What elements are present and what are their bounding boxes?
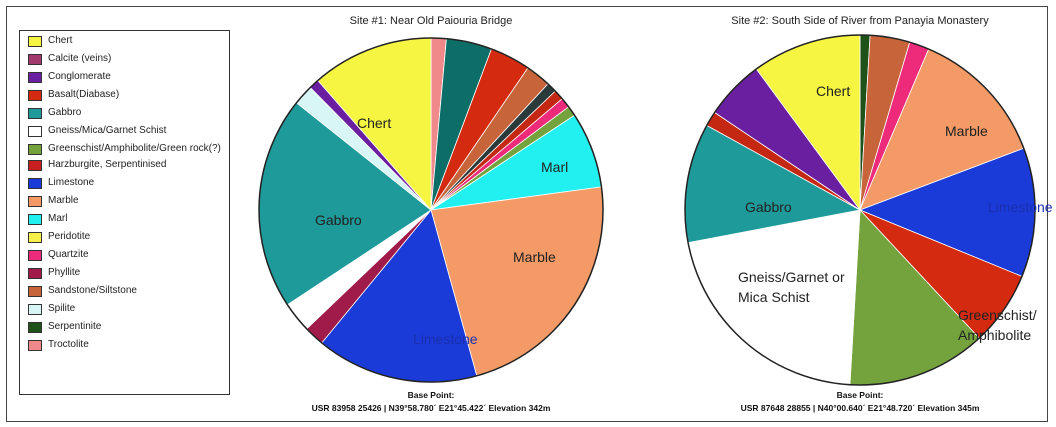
pie-outline (258, 37, 604, 383)
legend-swatch (28, 268, 42, 279)
legend-swatch (28, 108, 42, 119)
legend-item: Peridotite (28, 231, 229, 243)
legend-swatch (28, 322, 42, 333)
legend-label: Marl (48, 213, 68, 224)
legend-item: Phyllite (28, 267, 229, 279)
slice-label-line: Marble (945, 123, 988, 139)
legend-item: Conglomerate (28, 71, 229, 83)
legend-label: Serpentinite (48, 321, 102, 332)
legend-swatch (28, 304, 42, 315)
legend-item: Troctolite (28, 339, 229, 351)
legend-label: Spilite (48, 303, 76, 314)
legend-swatch (28, 160, 42, 171)
legend-item: Chert (28, 35, 229, 47)
slice-label-gabbro: Gabbro (745, 199, 792, 215)
legend-label: Conglomerate (48, 71, 111, 82)
legend-swatch (28, 36, 42, 47)
legend-label: Sandstone/Siltstone (48, 285, 137, 296)
legend-item: Marble (28, 195, 229, 207)
base-point-label-site-2: Base Point: (837, 390, 884, 400)
slice-label-line: Greenschist/ (958, 307, 1037, 323)
legend-swatch (28, 196, 42, 207)
slice-label-marble: Marble (945, 123, 988, 139)
legend-item: Harzburgite, Serpentinised (28, 159, 229, 171)
slice-label-greenschist-amphibolite-green-rock-: Greenschist/Amphibolite (958, 307, 1037, 343)
legend-item: Calcite (veins) (28, 53, 229, 65)
slice-label-line: Marl (541, 159, 568, 175)
slice-label-line: Limestone (988, 199, 1053, 215)
legend-swatch (28, 144, 42, 155)
slice-label-limestone: Limestone (413, 331, 478, 347)
legend-swatch (28, 54, 42, 65)
legend-swatch (28, 250, 42, 261)
legend-item: Quartzite (28, 249, 229, 261)
slice-label-marl: Marl (541, 159, 568, 175)
chart-title-site-1: Site #1: Near Old Paiouria Bridge (350, 15, 513, 27)
slice-label-line: Chert (357, 115, 391, 131)
legend-label: Phyllite (48, 267, 81, 278)
legend-item: Serpentinite (28, 321, 229, 333)
slice-label-gneiss-mica-garnet-schist: Gneiss/Garnet or Mica Schist (738, 269, 845, 305)
slice-label-line: Marble (513, 249, 556, 265)
pie-chart-site-2: Site #2: South Side of River from Panayi… (684, 15, 1053, 413)
legend-label: Basalt(Diabase) (48, 89, 120, 100)
slice-label-line: Amphibolite (958, 327, 1031, 343)
slice-label-gabbro: Gabbro (315, 212, 362, 228)
legend-label: Quartzite (48, 249, 89, 260)
slice-label-chert: Chert (816, 83, 850, 99)
legend-swatch (28, 178, 42, 189)
legend-item: Sandstone/Siltstone (28, 285, 229, 297)
legend-item: Marl (28, 213, 229, 225)
slice-label-line: Gabbro (315, 212, 362, 228)
legend-label: Gabbro (48, 107, 82, 118)
legend: Chert Calcite (veins) Conglomerate Basalt(D… (19, 30, 230, 395)
legend-swatch (28, 286, 42, 297)
pie-chart-site-1: Site #1: Near Old Paiouria Bridge Chert G… (258, 15, 604, 413)
slice-label-line: Gabbro (745, 199, 792, 215)
legend-label: Gneiss/Mica/Garnet Schist (48, 125, 167, 136)
legend-swatch (28, 126, 42, 137)
legend-label: Chert (48, 35, 73, 46)
legend-item: Limestone (28, 177, 229, 189)
legend-label: Marble (48, 195, 79, 206)
legend-label: Calcite (veins) (48, 53, 112, 64)
legend-swatch (28, 72, 42, 83)
slice-label-chert: Chert (357, 115, 391, 131)
slice-label-limestone: Limestone (988, 199, 1053, 215)
slice-label-line: Chert (816, 83, 850, 99)
slice-label-line: Gneiss/Garnet or (738, 269, 845, 285)
legend-swatch (28, 340, 42, 351)
legend-item: Spilite (28, 303, 229, 315)
pie-outline (684, 34, 1036, 386)
legend-label: Peridotite (48, 231, 91, 242)
legend-swatch (28, 214, 42, 225)
base-point-coords-site-2: USR 87648 28855 | N40°00.640´ E21°48.720… (741, 403, 980, 413)
base-point-label-site-1: Base Point: (408, 390, 455, 400)
slice-label-line: Limestone (413, 331, 478, 347)
legend-item: Basalt(Diabase) (28, 89, 229, 101)
legend-item: Greenschist/Amphibolite/Green rock(?) (28, 143, 229, 155)
base-point-coords-site-1: USR 83958 25426 | N39°58.780´ E21°45.422… (312, 403, 551, 413)
legend-item: Gabbro (28, 107, 229, 119)
legend-label: Limestone (48, 177, 95, 188)
legend-label: Troctolite (48, 339, 89, 350)
legend-item: Gneiss/Mica/Garnet Schist (28, 125, 229, 137)
slice-label-marble: Marble (513, 249, 556, 265)
legend-swatch (28, 232, 42, 243)
chart-title-site-2: Site #2: South Side of River from Panayi… (731, 15, 989, 27)
slice-label-line: Mica Schist (738, 289, 810, 305)
legend-label: Greenschist/Amphibolite/Green rock(?) (48, 143, 221, 154)
legend-swatch (28, 90, 42, 101)
legend-label: Harzburgite, Serpentinised (48, 159, 167, 170)
